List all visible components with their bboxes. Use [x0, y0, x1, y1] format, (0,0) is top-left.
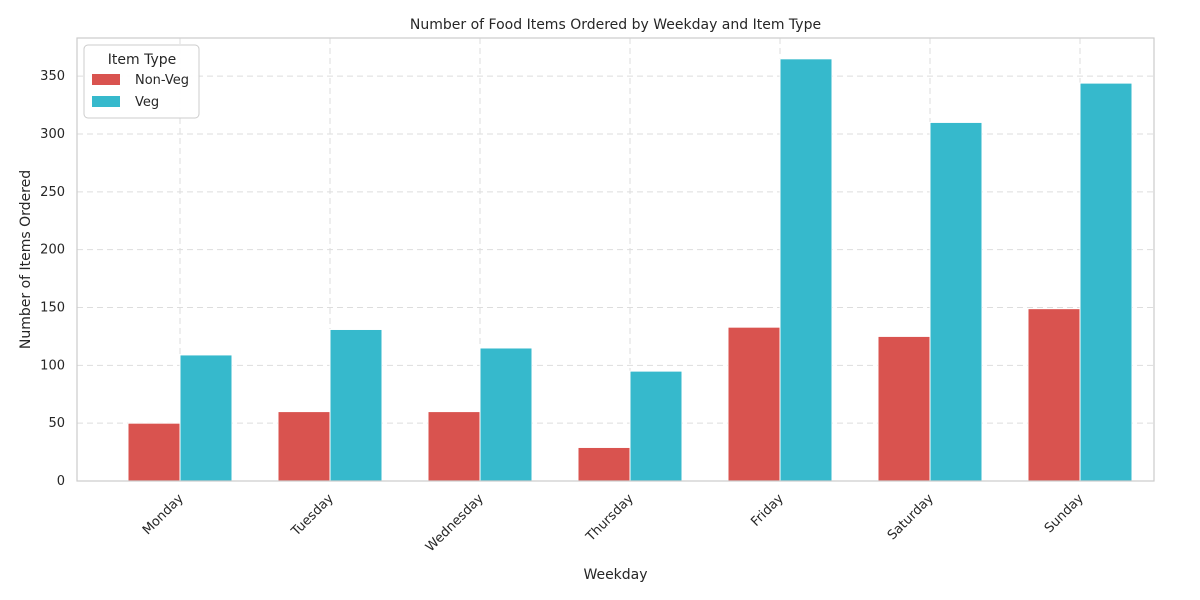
- x-tick-label: Monday: [140, 491, 187, 538]
- y-tick-label: 250: [40, 185, 65, 200]
- bar-non-veg-friday: [727, 326, 781, 482]
- legend-entry: Veg: [135, 95, 159, 110]
- y-tick-label: 300: [40, 127, 65, 142]
- legend-entry: Non-Veg: [135, 73, 189, 88]
- x-tick-label: Wednesday: [423, 491, 487, 555]
- bar-non-veg-tuesday: [277, 411, 331, 482]
- legend: Item Type Non-Veg Veg: [83, 44, 200, 119]
- bar-veg-sunday: [1079, 82, 1133, 482]
- grid-lines: [77, 38, 1154, 482]
- y-tick-label: 200: [40, 243, 65, 258]
- x-tick-label: Sunday: [1042, 491, 1087, 536]
- x-tick-label: Saturday: [885, 491, 937, 543]
- bar-non-veg-sunday: [1027, 308, 1081, 482]
- bar-veg-wednesday: [479, 347, 533, 482]
- bars: [127, 58, 1133, 482]
- bar-veg-monday: [179, 354, 233, 482]
- bar-non-veg-thursday: [577, 446, 631, 482]
- bar-veg-tuesday: [329, 328, 383, 482]
- chart-title: Number of Food Items Ordered by Weekday …: [410, 17, 821, 33]
- y-tick-label: 50: [48, 416, 65, 431]
- legend-title: Item Type: [108, 52, 176, 68]
- bar-veg-friday: [779, 58, 833, 482]
- legend-swatch: [92, 74, 120, 85]
- x-tick-label: Friday: [748, 491, 787, 530]
- plot-frame: [76, 37, 1155, 482]
- legend-swatch: [92, 96, 120, 107]
- y-tick-label: 350: [40, 69, 65, 84]
- bar-non-veg-monday: [127, 422, 181, 482]
- x-tick-label: Thursday: [583, 491, 637, 545]
- x-tick-labels: Monday Tuesday Wednesday Thursday Friday Satu…: [140, 491, 1087, 555]
- y-axis-label: Number of Items Ordered: [18, 170, 34, 349]
- x-axis-label: Weekday: [583, 567, 647, 583]
- bar-veg-thursday: [629, 370, 683, 482]
- bar-non-veg-saturday: [877, 335, 931, 482]
- bar-veg-saturday: [929, 121, 983, 482]
- y-tick-labels: 0 50 100 150 200 250 300 350: [40, 69, 65, 489]
- y-tick-label: 100: [40, 358, 65, 373]
- y-tick-label: 150: [40, 301, 65, 316]
- x-tick-label: Tuesday: [288, 491, 337, 540]
- y-tick-label: 0: [57, 474, 65, 489]
- bar-non-veg-wednesday: [427, 411, 481, 482]
